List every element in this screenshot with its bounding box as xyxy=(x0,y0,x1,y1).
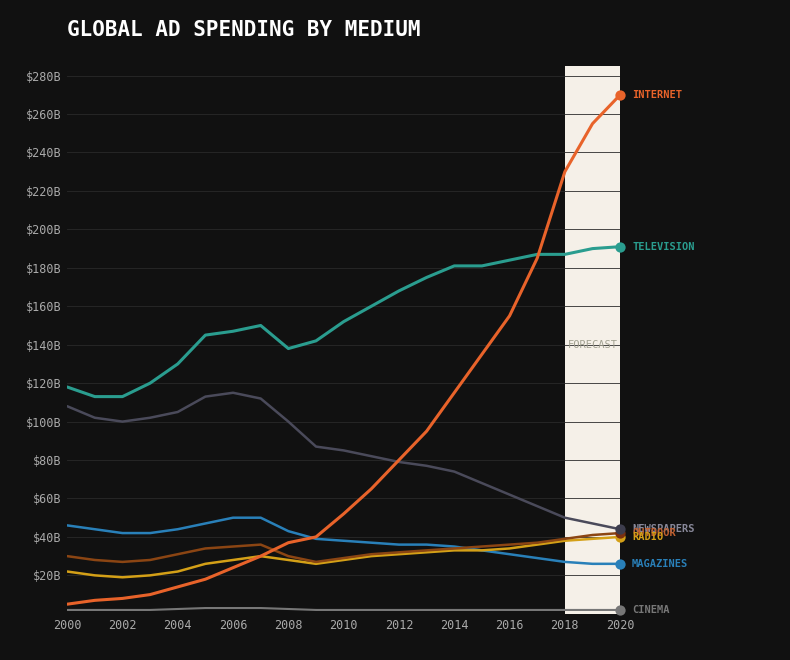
Text: TELEVISION: TELEVISION xyxy=(632,242,694,251)
Point xyxy=(614,242,626,252)
Text: INTERNET: INTERNET xyxy=(632,90,682,100)
Text: NEWSPAPERS: NEWSPAPERS xyxy=(632,524,694,534)
Text: MAGAZINES: MAGAZINES xyxy=(632,559,688,569)
Point xyxy=(614,532,626,543)
Text: OUTDOOR: OUTDOOR xyxy=(632,528,675,538)
Point xyxy=(614,90,626,100)
Point xyxy=(614,605,626,615)
Point xyxy=(614,524,626,535)
Bar xyxy=(565,66,642,614)
Text: FORECAST: FORECAST xyxy=(567,340,618,350)
Point xyxy=(614,528,626,539)
Text: RADIO: RADIO xyxy=(632,532,664,542)
Text: GLOBAL AD SPENDING BY MEDIUM: GLOBAL AD SPENDING BY MEDIUM xyxy=(67,20,420,40)
Point xyxy=(614,558,626,569)
Text: CINEMA: CINEMA xyxy=(632,605,669,615)
